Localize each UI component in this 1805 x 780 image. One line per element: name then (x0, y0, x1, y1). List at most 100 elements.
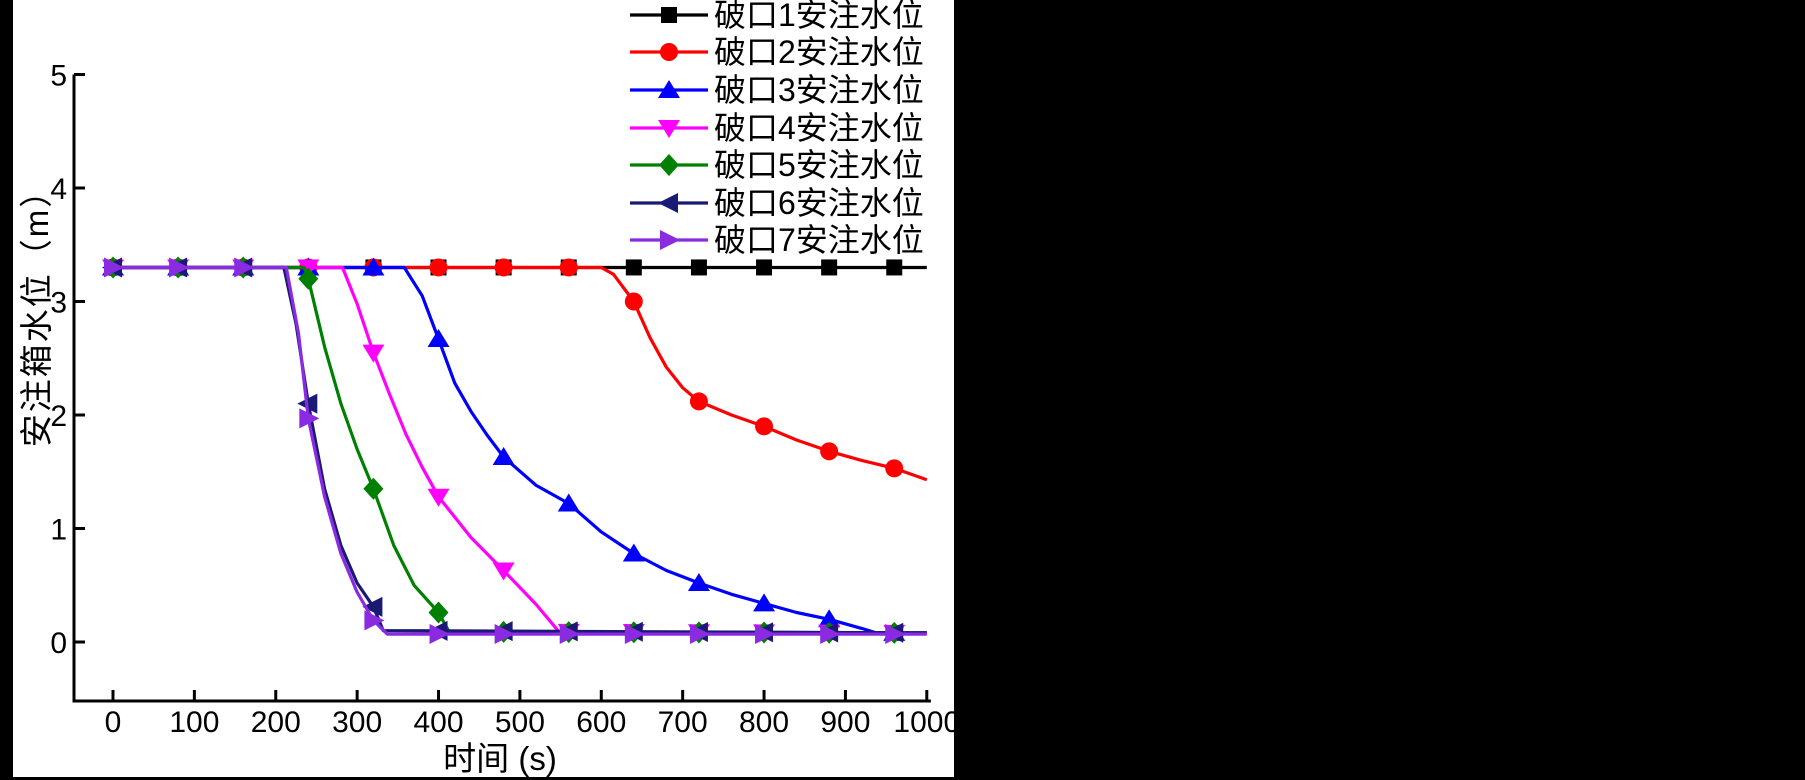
series-line (113, 265, 927, 635)
x-tick-label: 300 (332, 706, 382, 739)
data-marker-diamond (659, 154, 679, 177)
data-marker-triangle-right (429, 624, 450, 645)
x-tick-label: 100 (169, 706, 219, 739)
x-tick-label: 400 (413, 706, 463, 739)
data-marker-square (625, 259, 642, 276)
data-marker-triangle-right (660, 230, 680, 251)
data-marker-diamond (298, 267, 319, 290)
y-tick-label: 3 (50, 287, 67, 320)
legend-label: 破口1安注水位 (714, 0, 924, 33)
legend-sample (630, 6, 708, 23)
y-tick-label: 2 (50, 400, 67, 433)
data-marker-square (690, 259, 707, 276)
data-marker-triangle-right (299, 408, 320, 429)
data-marker-triangle-up (492, 446, 515, 465)
data-marker-triangle-right (169, 257, 190, 278)
data-marker-square (756, 259, 773, 276)
legend-item-3: 破口3安注水位 (629, 71, 924, 109)
data-marker-triangle-right (234, 257, 255, 278)
data-marker-triangle-up (557, 493, 580, 512)
y-axis-title: 安注箱水位（m） (18, 172, 55, 448)
data-marker-triangle-right (755, 624, 776, 645)
data-marker-triangle-right (624, 624, 645, 645)
x-tick-label: 800 (739, 706, 789, 739)
x-tick-label: 200 (251, 706, 301, 739)
series-layer (102, 256, 928, 645)
legend-item-6: 破口6安注水位 (629, 184, 924, 222)
data-marker-triangle-right (494, 624, 515, 645)
data-marker-square (821, 259, 838, 276)
legend-label: 破口7安注水位 (714, 222, 924, 259)
y-tick-label: 0 (50, 627, 67, 660)
x-tick-label: 900 (820, 706, 870, 739)
legend-label: 破口3安注水位 (714, 71, 924, 108)
series-7 (104, 257, 927, 645)
legend-sample (630, 43, 708, 62)
series-4 (102, 259, 927, 643)
legend-item-1: 破口1安注水位 (629, 0, 924, 34)
plot-background (13, 0, 954, 777)
x-tick-label: 500 (495, 706, 545, 739)
data-marker-triangle-down (427, 488, 450, 507)
data-marker-circle (755, 417, 774, 436)
data-marker-circle (494, 258, 513, 277)
series-2 (104, 258, 928, 482)
data-marker-triangle-up (658, 79, 680, 98)
data-marker-square (886, 259, 903, 276)
data-marker-triangle-down (362, 344, 385, 363)
data-marker-triangle-right (364, 610, 385, 631)
x-tick-label: 600 (576, 706, 626, 739)
legend-sample (630, 79, 708, 98)
series-line (113, 265, 927, 635)
legend-sample (630, 119, 708, 138)
data-marker-triangle-left (362, 596, 383, 617)
legend-label: 破口6安注水位 (714, 184, 924, 221)
x-axis-title: 时间 (s) (443, 740, 557, 777)
data-marker-circle (559, 258, 578, 277)
data-marker-diamond (363, 477, 384, 500)
data-marker-triangle-right (559, 624, 580, 645)
legend-label: 破口4安注水位 (714, 109, 924, 146)
data-marker-circle (429, 258, 448, 277)
data-marker-triangle-down (658, 119, 680, 138)
data-marker-circle (885, 459, 904, 478)
data-marker-triangle-up (622, 543, 645, 562)
series-6 (102, 257, 927, 643)
legend-item-5: 破口5安注水位 (629, 146, 924, 184)
data-marker-circle (820, 442, 839, 461)
data-marker-circle (624, 292, 643, 311)
data-marker-triangle-up (753, 593, 776, 612)
series-line (113, 265, 927, 636)
legend-label: 破口2安注水位 (714, 34, 924, 71)
data-marker-triangle-down (492, 562, 515, 581)
data-marker-square (661, 6, 677, 23)
y-tick-label: 5 (50, 60, 67, 93)
series-5 (103, 256, 927, 644)
data-marker-triangle-right (104, 257, 124, 278)
legend-item-2: 破口2安注水位 (629, 34, 924, 72)
legend-item-4: 破口4安注水位 (629, 109, 924, 147)
data-marker-diamond (428, 601, 449, 624)
data-marker-triangle-right (820, 624, 841, 645)
chart-legend: 破口1安注水位 破口2安注水位 破口3安注水位 破口4安注水位 破口5安注水位 破口6安注… (629, 0, 924, 259)
data-marker-triangle-right (689, 624, 710, 645)
data-marker-circle (660, 43, 678, 62)
data-marker-circle (689, 392, 708, 411)
legend-sample (630, 192, 708, 213)
legend-label: 破口5安注水位 (714, 147, 924, 184)
legend-item-7: 破口7安注水位 (629, 222, 924, 260)
series-line (113, 265, 927, 635)
data-marker-triangle-up (687, 572, 710, 591)
y-tick-label: 1 (50, 514, 67, 547)
data-marker-triangle-right (885, 624, 906, 645)
data-marker-triangle-left (658, 192, 678, 213)
data-marker-triangle-up (818, 609, 841, 628)
x-tick-label: 0 (105, 706, 122, 739)
legend-sample (630, 154, 708, 177)
data-marker-triangle-up (427, 328, 450, 347)
series-line (113, 265, 927, 635)
x-tick-label: 700 (658, 706, 708, 739)
